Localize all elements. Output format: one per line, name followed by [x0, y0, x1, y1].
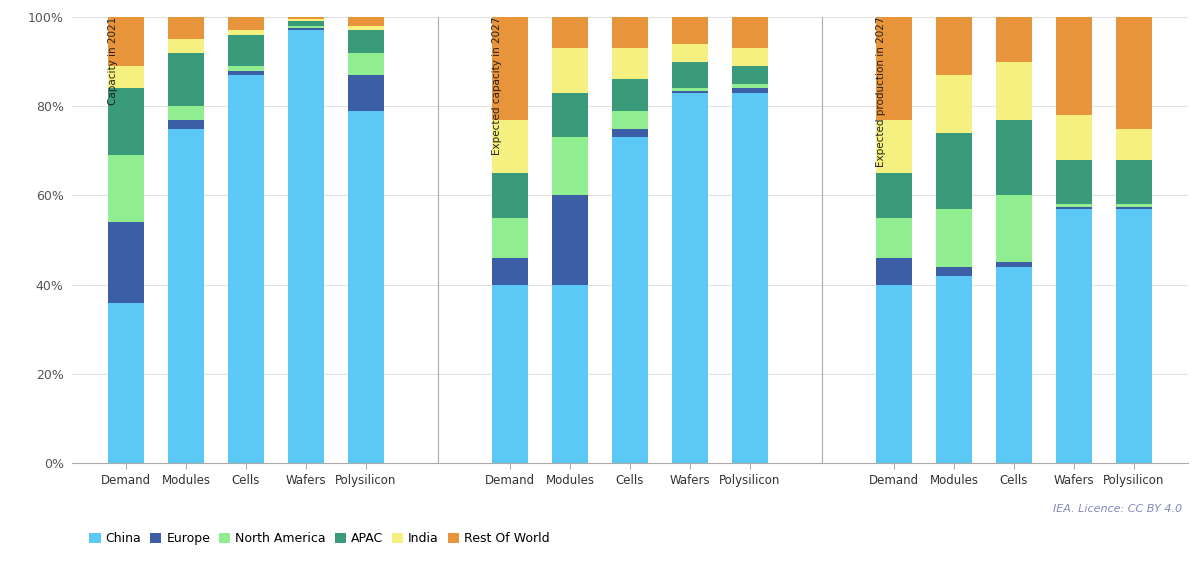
Bar — [1116, 160, 1152, 205]
Bar — [732, 48, 768, 66]
Bar — [612, 137, 648, 463]
Bar — [348, 75, 384, 111]
Bar — [552, 285, 588, 463]
Bar — [936, 209, 972, 267]
Bar — [876, 17, 912, 120]
Bar — [228, 17, 264, 31]
Bar — [492, 120, 528, 173]
Bar — [492, 285, 528, 463]
Bar — [876, 173, 912, 218]
Bar — [876, 120, 912, 173]
Bar — [1116, 129, 1152, 160]
Bar — [552, 93, 588, 137]
Bar — [168, 53, 204, 106]
Bar — [168, 17, 204, 40]
Bar — [348, 26, 384, 31]
Bar — [108, 66, 144, 88]
Bar — [936, 17, 972, 75]
Text: Expected production in 2027: Expected production in 2027 — [876, 17, 886, 167]
Bar — [672, 90, 708, 93]
Bar — [732, 17, 768, 48]
Bar — [936, 267, 972, 276]
Bar — [936, 133, 972, 209]
Bar — [288, 26, 324, 28]
Bar — [348, 53, 384, 75]
Bar — [168, 106, 204, 120]
Legend: China, Europe, North America, APAC, India, Rest Of World: China, Europe, North America, APAC, Indi… — [90, 532, 550, 545]
Bar — [732, 84, 768, 88]
Bar — [552, 195, 588, 285]
Bar — [672, 17, 708, 44]
Bar — [108, 155, 144, 222]
Bar — [1056, 17, 1092, 115]
Bar — [1056, 205, 1092, 207]
Bar — [1056, 115, 1092, 160]
Bar — [168, 129, 204, 463]
Bar — [996, 263, 1032, 267]
Bar — [288, 28, 324, 31]
Bar — [672, 62, 708, 88]
Bar — [876, 258, 912, 285]
Bar — [108, 88, 144, 155]
Bar — [288, 21, 324, 26]
Bar — [108, 303, 144, 463]
Bar — [936, 276, 972, 463]
Bar — [228, 66, 264, 71]
Bar — [672, 44, 708, 62]
Bar — [1116, 207, 1152, 209]
Bar — [1056, 209, 1092, 463]
Bar — [996, 195, 1032, 262]
Bar — [996, 267, 1032, 463]
Bar — [108, 222, 144, 303]
Bar — [1056, 160, 1092, 205]
Bar — [492, 17, 528, 120]
Bar — [228, 75, 264, 463]
Text: Capacity in 2021: Capacity in 2021 — [108, 17, 118, 105]
Bar — [348, 17, 384, 26]
Bar — [492, 258, 528, 285]
Bar — [732, 66, 768, 84]
Bar — [1056, 207, 1092, 209]
Bar — [612, 48, 648, 80]
Bar — [228, 71, 264, 75]
Bar — [168, 40, 204, 53]
Bar — [228, 35, 264, 66]
Bar — [348, 31, 384, 53]
Bar — [1116, 205, 1152, 207]
Bar — [732, 88, 768, 93]
Bar — [552, 17, 588, 48]
Bar — [492, 173, 528, 218]
Bar — [1116, 209, 1152, 463]
Bar — [288, 31, 324, 463]
Bar — [876, 285, 912, 463]
Bar — [492, 218, 528, 258]
Bar — [732, 93, 768, 463]
Text: Expected capacity in 2027: Expected capacity in 2027 — [492, 17, 502, 155]
Bar — [228, 31, 264, 35]
Bar — [1116, 15, 1152, 129]
Bar — [288, 19, 324, 21]
Bar — [612, 111, 648, 129]
Bar — [552, 137, 588, 195]
Bar — [108, 17, 144, 66]
Bar — [996, 62, 1032, 120]
Bar — [876, 218, 912, 258]
Bar — [348, 111, 384, 463]
Bar — [996, 17, 1032, 62]
Bar — [672, 88, 708, 90]
Bar — [612, 80, 648, 111]
Bar — [168, 120, 204, 129]
Bar — [552, 48, 588, 93]
Bar — [612, 17, 648, 48]
Bar — [672, 93, 708, 463]
Bar — [288, 17, 324, 19]
Bar — [996, 120, 1032, 195]
Bar — [936, 75, 972, 133]
Bar — [612, 129, 648, 137]
Text: IEA. Licence: CC BY 4.0: IEA. Licence: CC BY 4.0 — [1052, 504, 1182, 514]
